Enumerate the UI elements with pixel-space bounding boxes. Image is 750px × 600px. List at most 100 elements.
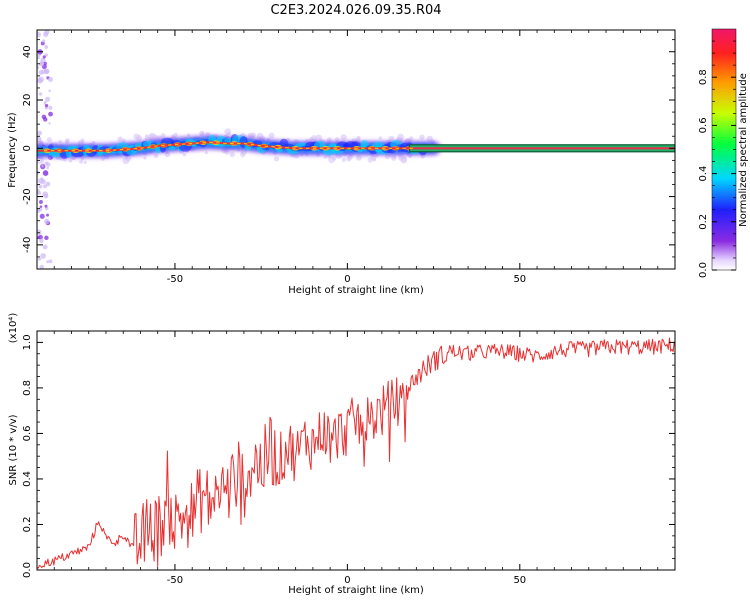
colorbar-tick-label: 0.8 bbox=[698, 69, 709, 85]
colorbar-tick-label: 0.2 bbox=[698, 214, 709, 230]
spectrogram-speckle bbox=[37, 236, 40, 240]
colorbar-gradient bbox=[711, 28, 737, 271]
spectrogram-haze bbox=[268, 132, 275, 139]
spectrogram-frame bbox=[36, 29, 676, 270]
spectrogram-haze bbox=[117, 136, 123, 142]
spectrogram-haze bbox=[143, 156, 147, 160]
colorbar: 0.0 0.2 0.4 0.6 0.8 Normalized spectral ampl… bbox=[698, 28, 749, 278]
spectrogram-speckle bbox=[42, 55, 46, 59]
spectrogram-speckle bbox=[37, 136, 42, 143]
spectrogram-speckle bbox=[43, 31, 49, 38]
spectrogram-speckle bbox=[37, 229, 42, 236]
spectrogram-xlabel: Height of straight line (km) bbox=[288, 285, 424, 296]
snr-y-multiplier: (x10⁴) bbox=[8, 313, 19, 344]
spectrogram-haze bbox=[378, 136, 382, 140]
spectrogram-haze bbox=[199, 130, 205, 137]
spectrogram-speckle bbox=[39, 213, 45, 219]
spectrogram-haze bbox=[273, 156, 280, 162]
spectrogram-speckle bbox=[41, 114, 47, 120]
snr-y-tick-label: 0.4 bbox=[22, 471, 33, 487]
spectrogram-speckle bbox=[44, 218, 50, 225]
spectrogram-speckle bbox=[48, 259, 53, 264]
spectrogram-haze bbox=[46, 137, 52, 143]
spectrogram-panel: -50 0 50 -40 -20 0 20 40 Height of straight lin… bbox=[7, 29, 676, 296]
spectrogram-speckle bbox=[40, 253, 46, 259]
spectrogram-speckle bbox=[46, 213, 50, 217]
snr-panel: -50 0 50 0.0 0.2 0.4 0.6 0.8 1.0 Height of strai… bbox=[8, 313, 676, 596]
spectrogram-speckle bbox=[44, 106, 48, 110]
spectrogram-haze bbox=[247, 132, 253, 138]
colorbar-label: Normalized spectral amplitude bbox=[738, 73, 749, 227]
spectrogram-speckle bbox=[38, 92, 43, 96]
spectrogram-haze bbox=[182, 152, 187, 157]
spectrogram-speckle bbox=[38, 184, 43, 189]
spectrogram-haze bbox=[408, 136, 414, 142]
spectrogram-speckle bbox=[46, 260, 50, 264]
spectrogram-y-tick-label: -40 bbox=[22, 237, 33, 253]
spectrogram-speckle bbox=[39, 238, 44, 244]
spectrogram-speckle bbox=[43, 102, 47, 105]
colorbar-tick-label: 0.4 bbox=[698, 166, 709, 182]
colorbar-ticks: 0.0 0.2 0.4 0.6 0.8 bbox=[698, 40, 736, 278]
spectrogram-speckle bbox=[46, 166, 49, 170]
spectrogram-speckle bbox=[37, 65, 40, 70]
spectrogram-haze bbox=[153, 153, 159, 159]
snr-y-tick-label: 1.0 bbox=[22, 334, 33, 350]
spectrogram-speckle bbox=[38, 199, 43, 204]
spectrogram-content bbox=[37, 30, 675, 269]
spectrogram-speckle bbox=[42, 191, 49, 198]
spectrogram-speckle bbox=[45, 162, 51, 167]
spectrogram-speckle bbox=[40, 179, 46, 185]
spectrogram-haze bbox=[426, 135, 433, 142]
spectrogram-haze bbox=[133, 133, 140, 140]
spectrogram-y-tick-label: 40 bbox=[22, 45, 33, 58]
spectrogram-blotch bbox=[168, 146, 176, 151]
spectrogram-speckle bbox=[37, 257, 42, 261]
spectrogram-speckle bbox=[44, 45, 49, 49]
spectrogram-y-tick-label: -20 bbox=[22, 188, 33, 204]
spectrogram-speckle bbox=[48, 89, 51, 93]
spectrogram-speckle bbox=[42, 244, 48, 250]
spectrogram-speckle bbox=[38, 69, 44, 75]
spectrogram-haze bbox=[419, 134, 425, 140]
spectrogram-speckle bbox=[38, 61, 45, 67]
spectrogram-haze bbox=[144, 134, 149, 139]
spectrogram-haze bbox=[341, 157, 346, 162]
snr-x-tick-label: -50 bbox=[167, 575, 183, 586]
spectrogram-haze bbox=[121, 138, 126, 143]
spectrogram-speckle bbox=[48, 122, 51, 125]
spectrogram-x-tick-label: 0 bbox=[344, 274, 350, 285]
spectrogram-haze bbox=[315, 134, 323, 142]
colorbar-tick-label: 0.0 bbox=[698, 262, 709, 278]
snr-y-tick-label: 0.6 bbox=[22, 425, 33, 441]
spectrogram-haze bbox=[147, 133, 155, 141]
colorbar-tick-label: 0.6 bbox=[698, 117, 709, 133]
spectrogram-haze bbox=[346, 156, 352, 162]
spectrogram-y-tick-label: 20 bbox=[22, 94, 33, 107]
spectrogram-speckle bbox=[37, 55, 41, 60]
spectrogram-speckle bbox=[41, 164, 44, 168]
spectrogram-haze bbox=[68, 159, 73, 163]
spectrogram-haze bbox=[125, 155, 132, 162]
spectrogram-haze bbox=[334, 137, 340, 142]
spectrogram-haze bbox=[65, 138, 70, 143]
spectrogram-haze bbox=[332, 156, 337, 161]
spectrogram-haze bbox=[229, 151, 235, 158]
spectrogram-speckle bbox=[45, 96, 51, 102]
spectrogram-haze bbox=[356, 154, 362, 161]
spectrogram-haze bbox=[160, 133, 166, 139]
spectrogram-haze bbox=[240, 152, 246, 158]
spectrogram-speckle bbox=[48, 105, 53, 110]
spectrogram-speckle bbox=[43, 61, 47, 66]
snr-y-tick-label: 0.0 bbox=[22, 562, 33, 578]
spectrogram-haze bbox=[309, 137, 313, 141]
spectrogram-speckle bbox=[44, 235, 49, 241]
spectrogram-speckle bbox=[39, 205, 43, 208]
spectrogram-haze bbox=[355, 136, 361, 143]
spectrogram-haze bbox=[58, 140, 62, 144]
spectrogram-speckle bbox=[39, 264, 45, 269]
spectrogram-speckle bbox=[42, 39, 46, 43]
spectrogram-ticks: -50 0 50 -40 -20 0 20 40 bbox=[22, 30, 676, 285]
snr-y-tick-label: 0.2 bbox=[22, 517, 33, 533]
spectrogram-y-tick-label: 0 bbox=[22, 145, 33, 151]
